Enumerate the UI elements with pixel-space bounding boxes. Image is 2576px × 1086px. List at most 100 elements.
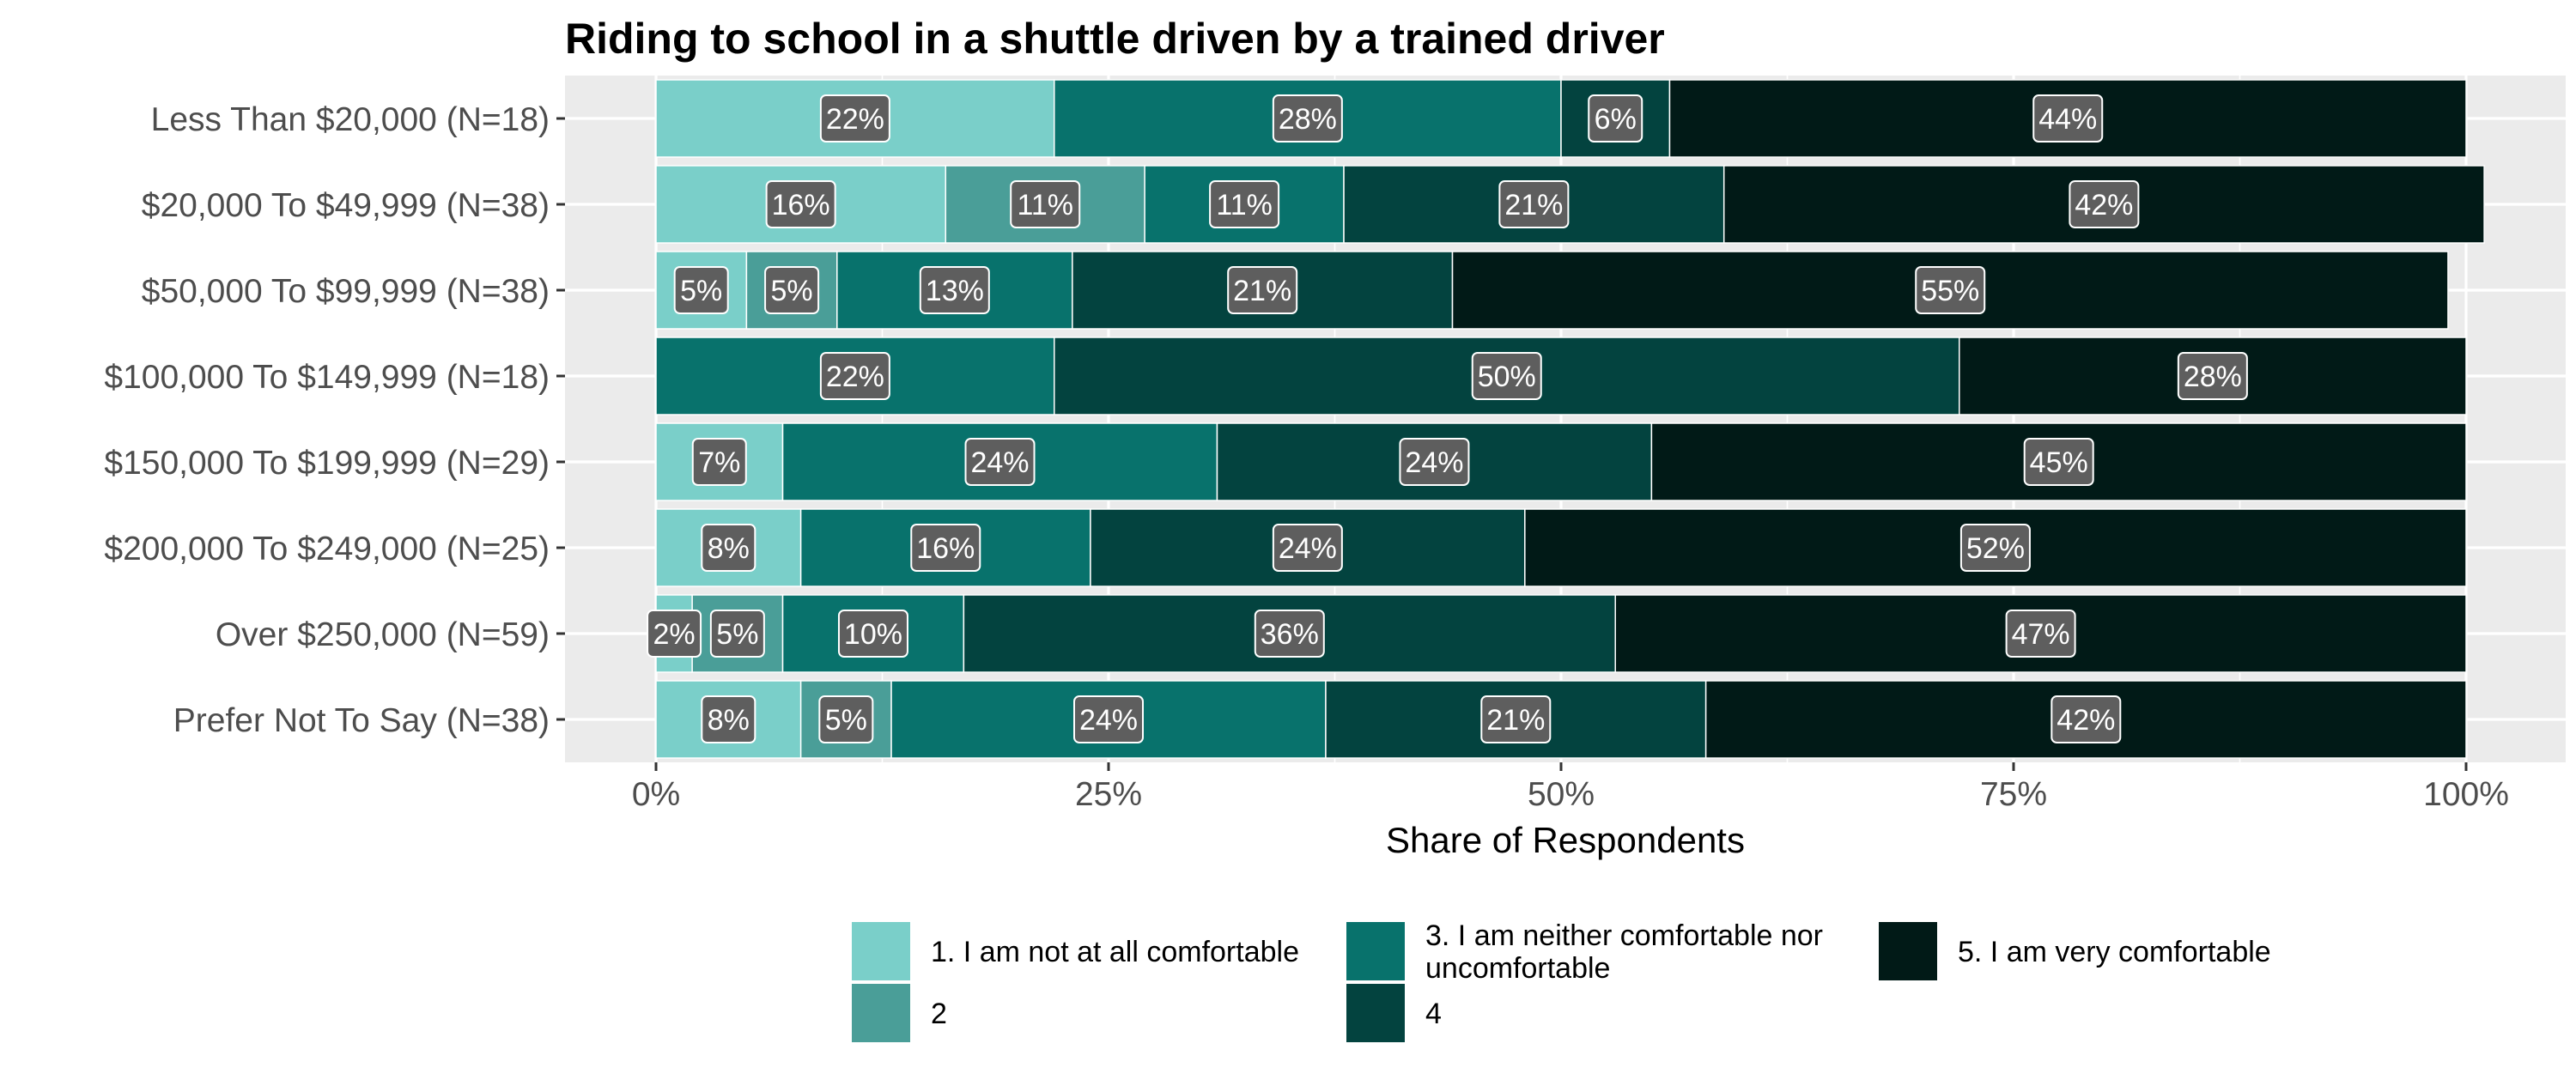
- legend-swatch: [1346, 984, 1405, 1042]
- y-axis: Less Than $20,000 (N=18) $20,000 To $49,9…: [104, 101, 565, 739]
- data-label-box: [2069, 180, 2140, 228]
- data-label-box: [765, 180, 836, 228]
- data-label-box: [1272, 94, 1343, 143]
- data-label-box: [1272, 524, 1343, 572]
- chart-title: Riding to school in a shuttle driven by …: [565, 15, 1665, 63]
- data-label: 28%: [2184, 361, 2242, 393]
- data-label-box: [764, 266, 820, 314]
- legend-swatch: [1346, 922, 1405, 980]
- y-tick-label: Over $250,000 (N=59): [216, 616, 550, 653]
- data-label-box: [1073, 695, 1144, 743]
- x-tick-label: 100%: [2423, 776, 2509, 813]
- data-label: 21%: [1504, 189, 1563, 221]
- data-labels: 22% 28% 6% 44% 16% 11% 11% 21% 42% 5% 5% 13% 21% 55% 2…: [647, 94, 2248, 743]
- data-label-box: [701, 695, 756, 743]
- data-label: 21%: [1486, 704, 1545, 737]
- data-label-box: [1399, 438, 1470, 486]
- data-label-box: [819, 352, 890, 400]
- data-label-box: [673, 266, 729, 314]
- data-label-box: [1209, 180, 1280, 228]
- data-label-box: [1471, 352, 1542, 400]
- data-label: 5%: [680, 275, 722, 307]
- x-axis: 0% 25% 50% 75% 100%: [632, 762, 2509, 813]
- legend-label: 4: [1425, 998, 1442, 1030]
- data-label: 24%: [1079, 704, 1138, 737]
- data-label: 8%: [708, 532, 750, 565]
- data-label-box: [1254, 610, 1325, 658]
- x-tick-label: 25%: [1075, 776, 1142, 813]
- data-label-box: [910, 524, 981, 572]
- data-label: 11%: [1216, 189, 1273, 221]
- data-label: 5%: [825, 704, 867, 737]
- data-label-box: [1588, 94, 1643, 143]
- y-tick-label: $100,000 To $149,999 (N=18): [104, 359, 550, 396]
- data-label: 22%: [826, 103, 884, 136]
- data-label: 42%: [2057, 704, 2115, 737]
- data-label: 47%: [2012, 618, 2070, 651]
- data-label: 16%: [772, 189, 830, 221]
- y-tick-label: $20,000 To $49,999 (N=38): [142, 187, 550, 224]
- y-tick-label: Prefer Not To Say (N=38): [173, 702, 550, 739]
- data-label-box: [709, 610, 765, 658]
- data-label: 13%: [926, 275, 984, 307]
- data-label: 22%: [826, 361, 884, 393]
- data-label-box: [964, 438, 1036, 486]
- x-tick-label: 50%: [1528, 776, 1595, 813]
- legend-swatch: [852, 922, 910, 980]
- data-label: 6%: [1595, 103, 1637, 136]
- data-label-box: [1498, 180, 1570, 228]
- data-label-box: [691, 438, 747, 486]
- data-label: 42%: [2075, 189, 2133, 221]
- data-label-box: [1959, 524, 2031, 572]
- legend-label: 2: [931, 998, 947, 1030]
- data-label-box: [818, 695, 874, 743]
- data-label-box: [1227, 266, 1298, 314]
- legend: 1. I am not at all comfortable 2 3. I am n…: [852, 919, 2271, 1042]
- data-label-box: [1915, 266, 1986, 314]
- data-label: 24%: [970, 446, 1029, 479]
- data-label-box: [1480, 695, 1552, 743]
- data-label: 21%: [1233, 275, 1291, 307]
- data-label-box: [2032, 94, 2104, 143]
- y-tick-label: $200,000 To $249,000 (N=25): [104, 531, 550, 567]
- data-label: 44%: [2038, 103, 2097, 136]
- data-label-box: [2050, 695, 2122, 743]
- data-label-box: [919, 266, 990, 314]
- y-tick-label: $150,000 To $199,999 (N=29): [104, 445, 550, 482]
- data-label-box: [2023, 438, 2094, 486]
- data-label: 52%: [1966, 532, 2025, 565]
- data-label-box: [837, 610, 908, 658]
- data-label: 8%: [708, 704, 750, 737]
- data-label: 55%: [1921, 275, 1979, 307]
- x-tick-label: 75%: [1980, 776, 2047, 813]
- data-label-box: [701, 524, 756, 572]
- legend-label: 5. I am very comfortable: [1958, 936, 2271, 968]
- legend-label: 1. I am not at all comfortable: [931, 936, 1299, 968]
- data-label: 16%: [916, 532, 975, 565]
- data-label-box: [2005, 610, 2076, 658]
- data-label: 5%: [716, 618, 758, 651]
- data-label: 7%: [698, 446, 740, 479]
- data-label-box: [2177, 352, 2248, 400]
- legend-label: 3. I am neither comfortable nor: [1425, 919, 1823, 952]
- legend-swatch: [852, 984, 910, 1042]
- bars: [655, 79, 2485, 759]
- data-label-box: [1010, 180, 1081, 228]
- data-label-box: [819, 94, 890, 143]
- data-label: 45%: [2030, 446, 2088, 479]
- data-label: 10%: [844, 618, 902, 651]
- legend-swatch: [1879, 922, 1937, 980]
- data-label-box: [647, 610, 702, 658]
- x-axis-title: Share of Respondents: [1386, 820, 1745, 860]
- data-label: 24%: [1405, 446, 1463, 479]
- data-label: 2%: [653, 618, 696, 651]
- data-label: 24%: [1279, 532, 1337, 565]
- y-tick-label: Less Than $20,000 (N=18): [151, 101, 550, 138]
- y-tick-label: $50,000 To $99,999 (N=38): [142, 273, 550, 310]
- data-label: 36%: [1261, 618, 1319, 651]
- x-tick-label: 0%: [632, 776, 680, 813]
- data-label: 28%: [1279, 103, 1337, 136]
- data-label: 5%: [771, 275, 813, 307]
